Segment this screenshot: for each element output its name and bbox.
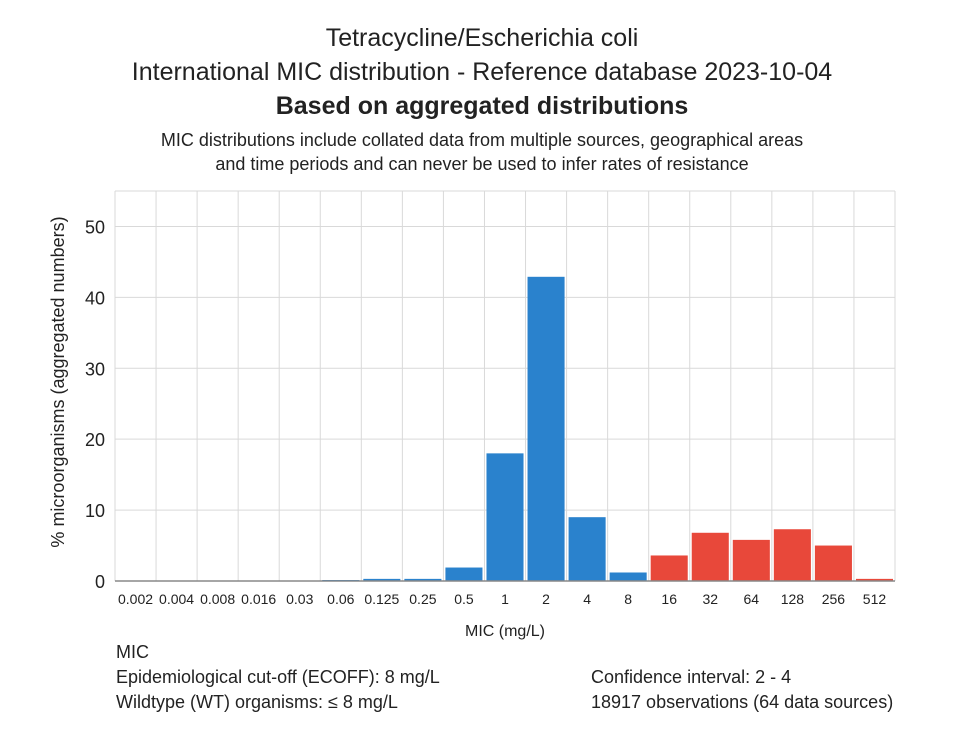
bar-mic-128 xyxy=(773,529,811,581)
bar-mic-4 xyxy=(568,517,606,581)
y-tick-label: 40 xyxy=(85,288,105,308)
bar-mic-2 xyxy=(527,276,565,581)
x-tick-label: 0.004 xyxy=(159,591,194,607)
y-tick-label: 30 xyxy=(85,359,105,379)
x-tick-label: 128 xyxy=(781,591,805,607)
bar-mic-0.125 xyxy=(363,578,401,581)
grid-lines xyxy=(114,190,896,582)
x-axis-label: MIC (mg/L) xyxy=(465,623,545,640)
x-tick-label: 16 xyxy=(661,591,677,607)
subtitle-line-1: MIC distributions include collated data … xyxy=(160,130,804,150)
y-tick-label: 50 xyxy=(85,217,105,237)
y-tick-label: 10 xyxy=(85,501,105,521)
chart-title: Tetracycline/Escherichia coli xyxy=(325,24,639,52)
x-tick-label: 256 xyxy=(822,591,846,607)
y-tick-label: 20 xyxy=(85,430,105,450)
y-tick-label: 0 xyxy=(95,572,105,592)
bar-mic-0.5 xyxy=(445,567,483,581)
footer-confidence-interval: Confidence interval: 2 - 4 xyxy=(591,667,792,687)
bar-mic-32 xyxy=(691,532,729,581)
x-tick-label: 0.25 xyxy=(409,591,436,607)
footer-mic-label: MIC xyxy=(116,642,149,662)
x-tick-label: 0.002 xyxy=(118,591,153,607)
bar-mic-256 xyxy=(814,545,852,581)
chart-title-database: International MIC distribution - Referen… xyxy=(131,58,833,86)
bar-mic-8 xyxy=(609,572,647,581)
x-tick-label: 0.03 xyxy=(286,591,313,607)
x-tick-label: 32 xyxy=(702,591,718,607)
footer-wildtype: Wildtype (WT) organisms: ≤ 8 mg/L xyxy=(116,692,398,712)
x-tick-label: 2 xyxy=(542,591,550,607)
bars xyxy=(322,276,893,581)
x-tick-label: 512 xyxy=(863,591,887,607)
subtitle-line-2: and time periods and can never be used t… xyxy=(215,154,749,174)
chart-subtitle: MIC distributions include collated data … xyxy=(0,128,964,176)
x-tick-label: 1 xyxy=(501,591,509,607)
bar-mic-16 xyxy=(650,555,688,581)
chart-title-aggregated: Based on aggregated distributions xyxy=(275,92,689,120)
bar-mic-0.25 xyxy=(404,578,442,581)
bar-mic-512 xyxy=(855,578,893,581)
x-tick-label: 0.06 xyxy=(327,591,354,607)
axes: 0 10 20 30 40 50 0.002 0.004 0.008 0.016 0.03 0.06 0… xyxy=(48,216,895,640)
footer-ecoff: Epidemiological cut-off (ECOFF): 8 mg/L xyxy=(116,667,440,687)
x-tick-label: 0.016 xyxy=(241,591,276,607)
bar-mic-1 xyxy=(486,453,524,581)
bar-mic-64 xyxy=(732,539,770,581)
y-axis-label: % microorganisms (aggregated numbers) xyxy=(48,216,68,547)
x-tick-label: 8 xyxy=(624,591,632,607)
x-tick-label: 0.008 xyxy=(200,591,235,607)
x-tick-label: 64 xyxy=(744,591,760,607)
footer-observations: 18917 observations (64 data sources) xyxy=(591,692,894,712)
x-tick-label: 0.125 xyxy=(364,591,399,607)
x-tick-label: 0.5 xyxy=(454,591,474,607)
x-tick-label: 4 xyxy=(583,591,591,607)
